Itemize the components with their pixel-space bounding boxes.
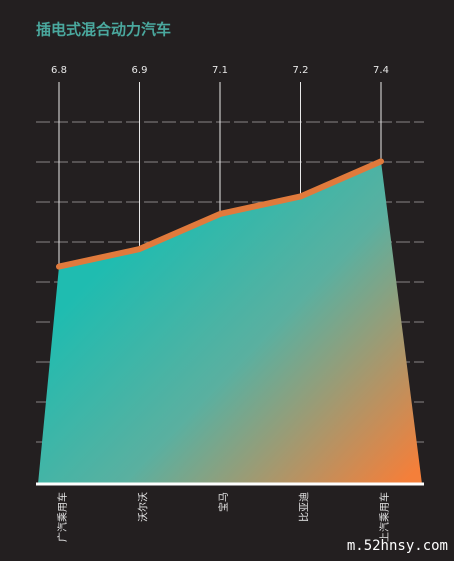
x-tick-label: 宝马 [217,492,230,512]
value-label: 7.1 [212,65,228,76]
x-tick-label: 沃尔沃 [137,492,150,522]
chart-title: 插电式混合动力汽车 [36,21,171,39]
area [38,161,422,484]
value-label: 6.9 [132,65,148,76]
x-tick-label: 比亚迪 [299,492,311,522]
value-label: 7.2 [293,65,309,76]
x-tick-label: 广汽乘用车 [56,492,69,542]
x-tick-label: 上汽乘用车 [378,492,391,542]
watermark: m.52hnsy.com [347,538,448,554]
value-label: 6.8 [51,65,67,76]
line [56,158,384,270]
value-label: 7.4 [373,65,389,76]
